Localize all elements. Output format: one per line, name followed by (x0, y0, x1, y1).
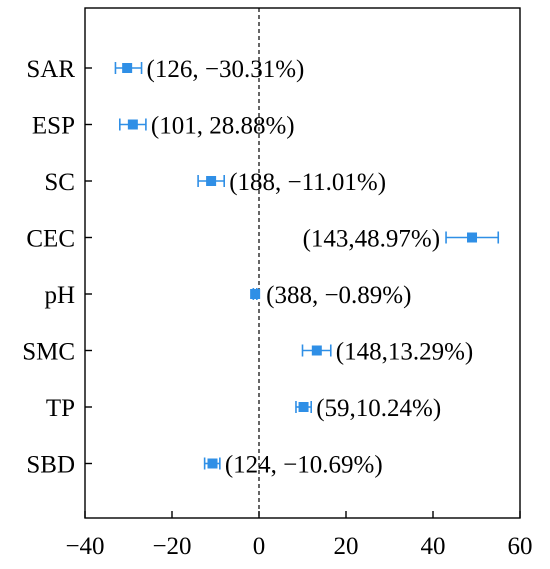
x-tick-label: 40 (421, 533, 446, 560)
data-point (207, 458, 218, 469)
data-label: (124, −10.69%) (225, 452, 383, 479)
data-point (250, 289, 261, 299)
data-label: (388, −0.89%) (266, 282, 411, 309)
point-group-cec: (143,48.97%) (303, 226, 500, 253)
data-label: (101, 28.88%) (151, 113, 295, 140)
x-tick-label: −40 (65, 533, 104, 560)
category-label-cec: CEC (26, 226, 75, 253)
x-tick-label: 0 (253, 533, 266, 560)
data-point (467, 232, 478, 243)
data-label: (126, −30.31%) (147, 56, 305, 83)
data-label: (59,10.24%) (316, 395, 441, 422)
data-point (122, 63, 133, 73)
point-group-sbd: (124, −10.69%) (203, 452, 383, 479)
data-label: (143,48.97%) (303, 226, 440, 253)
data-point (206, 176, 217, 186)
point-group-esp: (101, 28.88%) (119, 113, 295, 140)
category-label-sbd: SBD (26, 452, 75, 479)
data-label: (188, −11.01%) (229, 169, 386, 196)
data-label: (148,13.29%) (336, 339, 473, 366)
plot-frame (84, 7, 521, 519)
category-label-sar: SAR (26, 56, 75, 83)
point-group-tp: (59,10.24%) (295, 395, 441, 422)
data-point (127, 119, 138, 130)
point-group-ph: (388, −0.89%) (250, 282, 411, 309)
data-point (311, 345, 322, 356)
category-label-sc: SC (44, 169, 75, 196)
x-tick-label: 60 (508, 533, 533, 560)
point-group-smc: (148,13.29%) (301, 339, 473, 366)
data-point (298, 402, 309, 412)
point-group-sar: (126, −30.31%) (114, 56, 305, 83)
category-label-ph: pH (44, 282, 75, 309)
category-label-tp: TP (46, 395, 75, 422)
category-label-smc: SMC (22, 339, 75, 366)
point-group-sc: (188, −11.01%) (197, 169, 386, 196)
x-tick-label: 20 (334, 533, 359, 560)
x-tick-label: −20 (152, 533, 191, 560)
category-label-esp: ESP (32, 113, 75, 140)
